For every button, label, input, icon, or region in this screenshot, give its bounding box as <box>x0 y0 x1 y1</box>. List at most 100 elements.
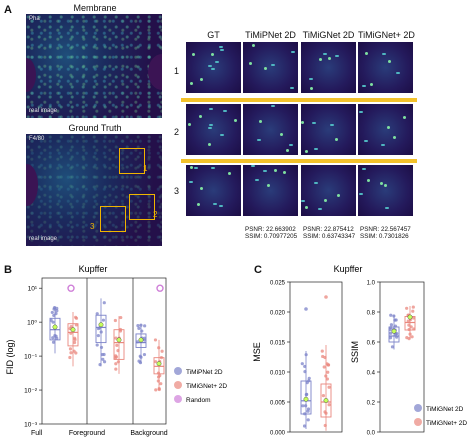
fid-point <box>55 336 59 340</box>
mse-timignetplus-point <box>323 423 327 428</box>
tile-row1-col4 <box>358 42 413 93</box>
ssim-timignet-point <box>392 314 396 318</box>
ssim-timipnet: SSIM: 0.70977205 <box>245 233 298 240</box>
row-number-2: 2 <box>174 127 180 137</box>
psnr-timignetplus: PSNR: 22.567457 <box>360 226 411 233</box>
fid-point <box>142 336 147 340</box>
fid-point <box>113 318 117 323</box>
fid-plot-frame <box>41 277 167 425</box>
ssim-timignet-point <box>395 335 399 339</box>
ssim-timignet-point <box>389 326 393 330</box>
col-header-gt: GT <box>207 30 220 40</box>
fid-point <box>114 362 118 366</box>
ssim-timignetplus-point <box>411 309 415 313</box>
ssim-timignetplus: SSIM: 0.7301826 <box>360 233 409 240</box>
fid-point <box>138 354 142 358</box>
fid-point <box>99 330 103 334</box>
psnr-timignet: PSNR: 22.875412 <box>303 226 354 233</box>
fid-point <box>157 346 161 350</box>
mse-timignetplus-point <box>325 377 329 381</box>
mse-timignet-point <box>303 370 307 374</box>
mse-timignet-point <box>304 404 308 408</box>
tile-row3-col1 <box>186 165 241 216</box>
mse-timignet-point <box>304 393 308 397</box>
ssim-timignet: SSIM: 0.63743347 <box>303 233 356 240</box>
fid-mean-marker <box>52 324 58 330</box>
mse-timignetplus-point <box>324 374 328 378</box>
fid-ytick-label: 10⁻³ <box>24 422 38 429</box>
fid-ylabel: FID (log) <box>5 339 15 374</box>
fid-point <box>116 360 120 364</box>
fid-point <box>102 301 106 305</box>
fid-point <box>101 357 105 361</box>
legend-label-timipnet: TiMiPNet 2D <box>186 369 223 376</box>
fid-point <box>55 306 59 310</box>
ssim-ytick-label: 0.6 <box>367 341 376 347</box>
fid-point <box>96 333 100 338</box>
fid-point <box>72 340 77 345</box>
fid-point <box>116 349 120 353</box>
mse-timignetplus-point <box>327 403 331 407</box>
ssim-timignetplus-point <box>408 332 412 336</box>
fid-point <box>157 387 161 392</box>
ssim-timignetplus-point <box>410 335 414 339</box>
panel-a-label: A <box>4 4 12 16</box>
fid-random-point <box>67 284 75 292</box>
fid-group-background: Background <box>130 430 167 437</box>
row-number-3: 3 <box>174 186 180 196</box>
fid-point <box>98 363 102 367</box>
legend-label-timignet: TiMiGNet 2D <box>426 406 464 413</box>
ssim-timignetplus-point <box>405 306 409 310</box>
mse-ytick-label: 0.025 <box>270 281 286 287</box>
fid-point <box>72 349 76 353</box>
fid-point <box>143 324 147 328</box>
fid-group-foreground: Foreground <box>69 430 105 437</box>
roi-label-1: 1 <box>143 164 148 173</box>
fid-point <box>69 351 73 355</box>
roi-label-3: 3 <box>90 222 95 231</box>
fid-point <box>119 315 123 320</box>
mse-timignetplus-mean-marker <box>323 398 329 403</box>
col-header-timignetplus: TiMiGNet+ 2D <box>358 30 415 40</box>
legend-marker-timignetplus-c <box>414 418 422 426</box>
mse-timignet-point <box>303 364 307 369</box>
mse-timignetplus-point <box>323 355 327 360</box>
fid-point <box>74 316 79 320</box>
fid-point <box>99 345 104 350</box>
fid-point <box>68 347 73 351</box>
fid-point <box>142 352 147 357</box>
ssim-ylabel: SSIM <box>350 341 360 363</box>
ground-truth-footer: real image <box>29 236 58 242</box>
roi-label-2: 2 <box>153 210 158 219</box>
mse-ssim-title: Kupffer <box>334 264 363 274</box>
fid-point <box>69 331 73 335</box>
fid-mean-marker <box>156 361 162 367</box>
legend-label-timignetplus-c: TiMiGNet+ 2D <box>426 420 467 427</box>
tile-row3-col2 <box>243 165 298 216</box>
fid-mean-marker <box>116 337 122 343</box>
metric-timignet: PSNR: 22.875412 SSIM: 0.63743347 <box>303 226 355 240</box>
fid-point <box>73 337 77 342</box>
row-divider-2 <box>181 159 417 163</box>
ssim-plot-frame <box>379 281 425 433</box>
fid-box <box>95 314 107 344</box>
fid-point <box>160 349 164 353</box>
mse-timignet-point <box>306 418 310 422</box>
ground-truth-tag: F4/80 <box>29 136 45 142</box>
mse-timignetplus-outlier <box>324 295 328 299</box>
fid-point <box>136 324 140 328</box>
mse-timignet-point <box>301 404 305 408</box>
fid-point <box>102 360 107 364</box>
mse-timignetplus-point <box>322 365 326 369</box>
fid-box <box>67 323 79 347</box>
ssim-ytick-label: 0.2 <box>367 401 376 407</box>
fid-point <box>51 340 56 344</box>
fid-point <box>156 371 161 375</box>
tile-row1-col1 <box>186 42 241 93</box>
ssim-timignet-point <box>388 336 393 340</box>
fid-ytick-label: 10⁻¹ <box>24 354 38 361</box>
fid-mean-marker <box>138 337 144 343</box>
ssim-timignetplus-point <box>409 325 413 329</box>
ssim-timignetplus-point <box>407 323 411 327</box>
fid-point <box>50 310 54 315</box>
